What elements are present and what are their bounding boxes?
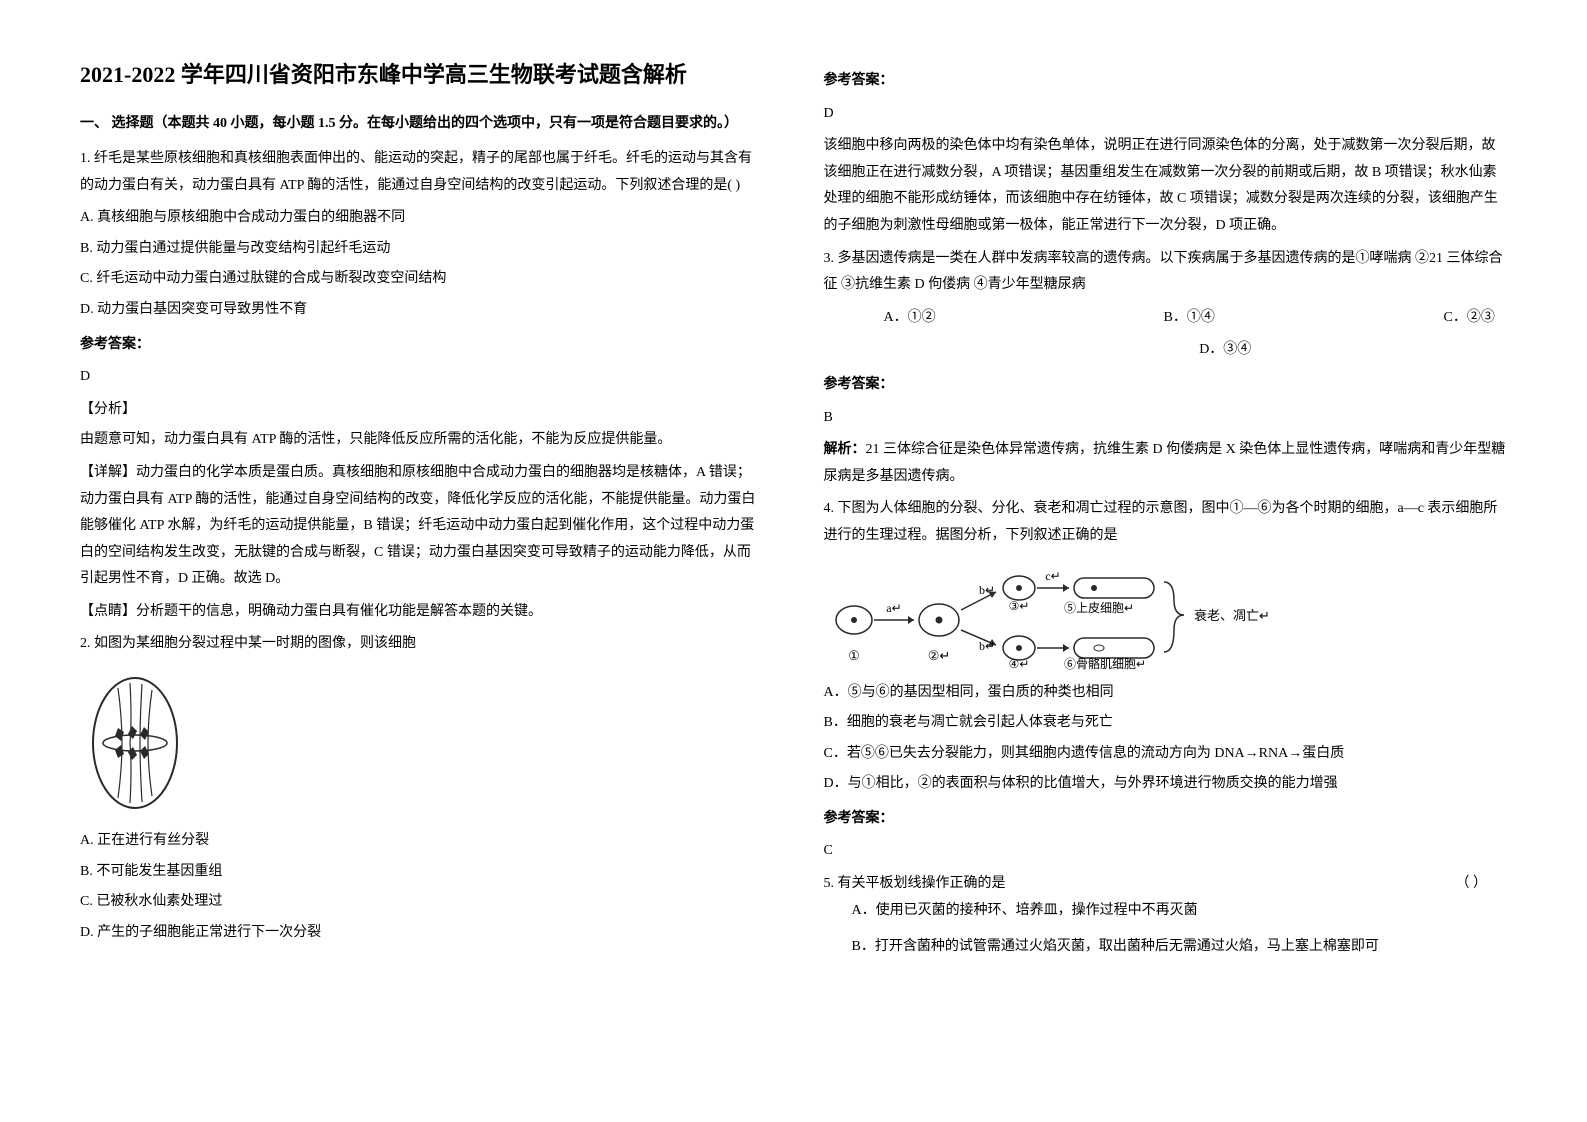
q2-option-a: A. 正在进行有丝分裂 [80,828,764,855]
left-column: 2021-2022 学年四川省资阳市东峰中学高三生物联考试题含解析 一、 选择题… [80,60,764,965]
diagram-label-b1: b↵ [979,583,995,597]
q4-answer-label: 参考答案： [824,806,1508,833]
q4-option-b: B．细胞的衰老与凋亡就会引起人体衰老与死亡 [824,710,1508,737]
q3-option-c: C．②③ [1444,305,1508,332]
q3-analysis-text: 21 三体综合征是染色体异常遗传病，抗维生素 D 佝偻病是 X 染色体上显性遗传… [824,442,1506,484]
q5-option-a: A．使用已灭菌的接种环、培养皿，操作过程中不再灭菌 [852,898,1508,925]
q1-stem: 1. 纤毛是某些原核细胞和真核细胞表面伸出的、能运动的突起，精子的尾部也属于纤毛… [80,146,764,199]
q3-option-a: A．①② [884,305,1164,332]
q2-answer: D [824,101,1508,128]
diagram-label-6: ⑥骨骼肌细胞↵ [1064,656,1146,670]
q1-option-a: A. 真核细胞与原核细胞中合成动力蛋白的细胞器不同 [80,205,764,232]
diagram-label-1: ① [848,648,860,663]
q1-analysis-2: 【详解】动力蛋白的化学本质是蛋白质。真核细胞和原核细胞中合成动力蛋白的细胞器均是… [80,460,764,593]
q5-option-b: B．打开含菌种的试管需通过火焰灭菌，取出菌种后无需通过火焰，马上塞上棉塞即可 [852,934,1508,961]
q4-diagram: ① a↵ ②↵ b↵ b↵ ③↵ [824,560,1508,670]
diagram-label-c: c↵ [1045,569,1060,583]
q1-analysis-label: 【分析】 [80,397,764,424]
q2-cell-figure [80,668,764,818]
q2-option-d: D. 产生的子细胞能正常进行下一次分裂 [80,920,764,947]
q1-answer-label: 参考答案： [80,332,764,359]
q2-analysis: 该细胞中移向两极的染色体中均有染色单体，说明正在进行同源染色体的分离，处于减数第… [824,133,1508,239]
diagram-label-b2: b↵ [979,639,995,653]
q5-row: 5. 有关平板划线操作正确的是 （ ） [824,871,1508,898]
q3-option-d: D．③④ [1199,337,1251,364]
q1-option-c: C. 纤毛运动中动力蛋白通过肽键的合成与断裂改变空间结构 [80,266,764,293]
page-container: 2021-2022 学年四川省资阳市东峰中学高三生物联考试题含解析 一、 选择题… [80,60,1507,965]
q1-option-b: B. 动力蛋白通过提供能量与改变结构引起纤毛运动 [80,236,764,263]
q2-stem: 2. 如图为某细胞分裂过程中某一时期的图像，则该细胞 [80,631,764,658]
q1-option-d: D. 动力蛋白基因突变可导致男性不育 [80,297,764,324]
q3-options-row-1: A．①② B．①④ C．②③ [824,305,1508,332]
q3-options-row-2: D．③④ [824,337,1508,364]
exam-title: 2021-2022 学年四川省资阳市东峰中学高三生物联考试题含解析 [80,60,764,91]
diagram-label-3: ③↵ [1008,599,1029,613]
q5-paren: （ ） [1456,871,1488,898]
q3-analysis-label: 解析： [824,442,866,457]
q4-answer: C [824,838,1508,865]
q4-option-d: D．与①相比，②的表面积与体积的比值增大，与外界环境进行物质交换的能力增强 [824,771,1508,798]
diagram-label-a: a↵ [886,601,901,615]
q4-option-c: C．若⑤⑥已失去分裂能力，则其细胞内遗传信息的流动方向为 DNA→RNA→蛋白质 [824,741,1508,768]
q2-option-c: C. 已被秋水仙素处理过 [80,889,764,916]
q3-analysis: 解析：21 三体综合征是染色体异常遗传病，抗维生素 D 佝偻病是 X 染色体上显… [824,437,1508,490]
diagram-label-2: ②↵ [927,648,950,663]
q3-answer-label: 参考答案： [824,372,1508,399]
diagram-label-5: ⑤上皮细胞↵ [1064,601,1134,615]
section-1-header: 一、 选择题（本题共 40 小题，每小题 1.5 分。在每小题给出的四个选项中，… [80,111,764,136]
q4-stem: 4. 下图为人体细胞的分裂、分化、衰老和凋亡过程的示意图，图中①—⑥为各个时期的… [824,496,1508,549]
right-column: 参考答案： D 该细胞中移向两极的染色体中均有染色单体，说明正在进行同源染色体的… [824,60,1508,965]
q3-stem: 3. 多基因遗传病是一类在人群中发病率较高的遗传病。以下疾病属于多基因遗传病的是… [824,246,1508,299]
q2-answer-label: 参考答案： [824,68,1508,95]
diagram-label-4: ④↵ [1008,657,1029,670]
q2-option-b: B. 不可能发生基因重组 [80,859,764,886]
q5-stem: 5. 有关平板划线操作正确的是 [824,871,1006,898]
q3-option-b: B．①④ [1164,305,1444,332]
q3-answer: B [824,405,1508,432]
diagram-label-right: 衰老、凋亡↵ [1194,608,1270,623]
q4-option-a: A．⑤与⑥的基因型相同，蛋白质的种类也相同 [824,680,1508,707]
q1-point: 【点睛】分析题干的信息，明确动力蛋白具有催化功能是解答本题的关键。 [80,599,764,626]
q1-answer: D [80,364,764,391]
q1-analysis-1: 由题意可知，动力蛋白具有 ATP 酶的活性，只能降低反应所需的活化能，不能为反应… [80,427,764,454]
